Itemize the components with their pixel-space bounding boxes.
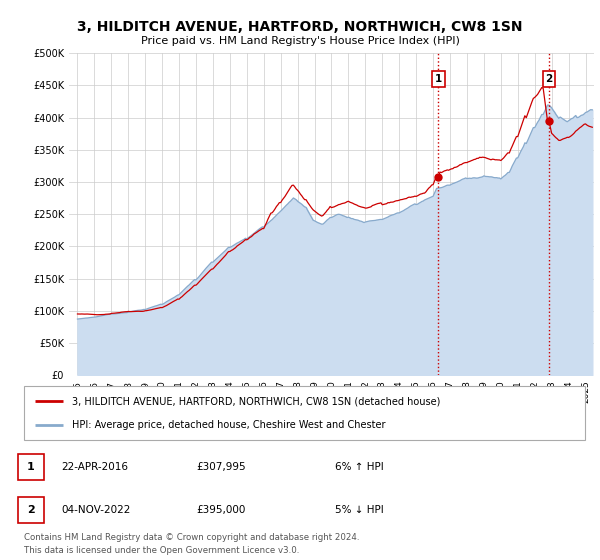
- FancyBboxPatch shape: [24, 386, 585, 440]
- Text: £307,995: £307,995: [196, 461, 246, 472]
- Text: HPI: Average price, detached house, Cheshire West and Chester: HPI: Average price, detached house, Ches…: [71, 419, 385, 430]
- FancyBboxPatch shape: [18, 454, 44, 480]
- Text: 3, HILDITCH AVENUE, HARTFORD, NORTHWICH, CW8 1SN (detached house): 3, HILDITCH AVENUE, HARTFORD, NORTHWICH,…: [71, 396, 440, 407]
- Text: Contains HM Land Registry data © Crown copyright and database right 2024.
This d: Contains HM Land Registry data © Crown c…: [24, 533, 359, 554]
- Text: 3, HILDITCH AVENUE, HARTFORD, NORTHWICH, CW8 1SN: 3, HILDITCH AVENUE, HARTFORD, NORTHWICH,…: [77, 20, 523, 34]
- Text: £395,000: £395,000: [196, 505, 245, 515]
- Text: 1: 1: [435, 74, 442, 84]
- Text: 04-NOV-2022: 04-NOV-2022: [61, 505, 130, 515]
- Text: 22-APR-2016: 22-APR-2016: [61, 461, 128, 472]
- Text: 5% ↓ HPI: 5% ↓ HPI: [335, 505, 383, 515]
- Text: Price paid vs. HM Land Registry's House Price Index (HPI): Price paid vs. HM Land Registry's House …: [140, 36, 460, 46]
- Text: 2: 2: [27, 505, 35, 515]
- FancyBboxPatch shape: [18, 497, 44, 523]
- Text: 2: 2: [545, 74, 553, 84]
- Text: 6% ↑ HPI: 6% ↑ HPI: [335, 461, 383, 472]
- Text: 1: 1: [27, 461, 35, 472]
